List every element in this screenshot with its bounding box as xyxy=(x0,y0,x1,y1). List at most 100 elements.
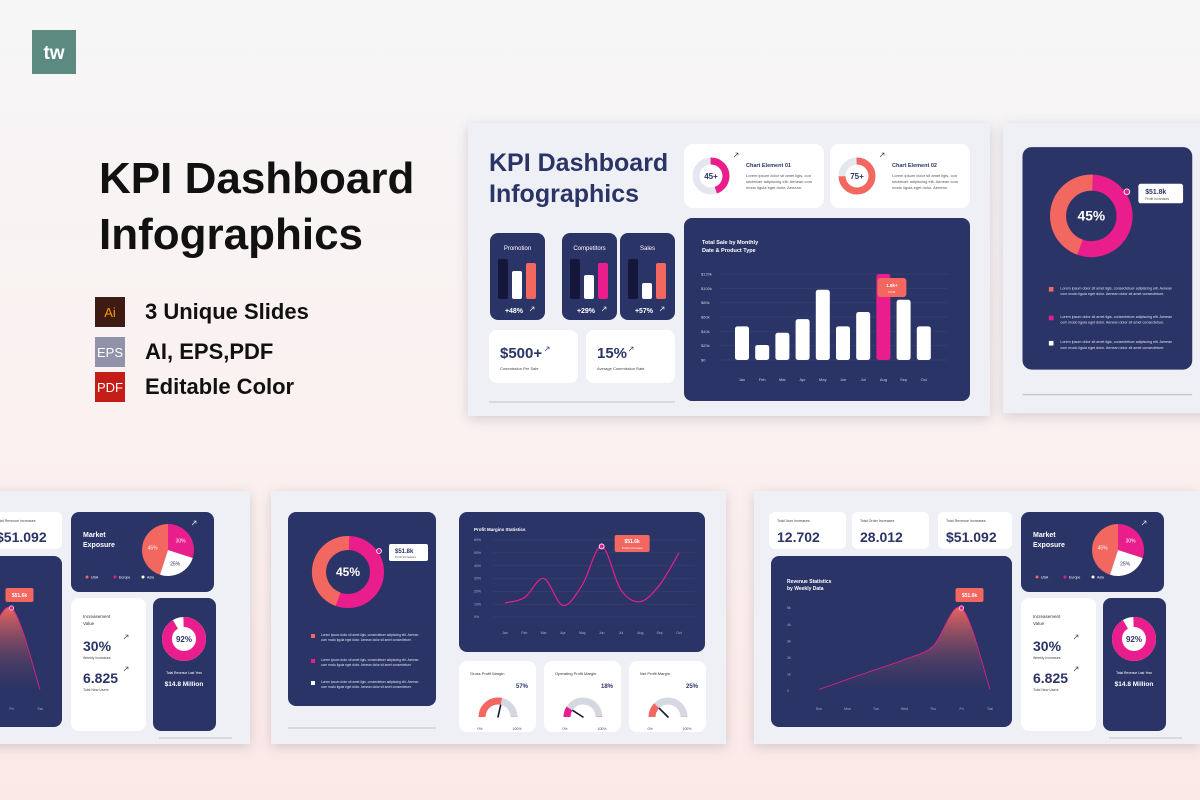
mini-label: Competitors xyxy=(573,246,605,252)
tooltip-value: $51.6k xyxy=(962,593,978,599)
chart-title: by Weekly Data xyxy=(787,586,824,592)
mini-bar xyxy=(584,275,594,299)
stat-value: $51.092 xyxy=(0,529,47,545)
legend-dot xyxy=(141,575,145,579)
y-tick-label: 40% xyxy=(474,564,481,568)
stat-value: $500+ xyxy=(500,345,542,362)
y-tick-label: 2k xyxy=(787,656,791,660)
arrow-icon xyxy=(1073,666,1079,672)
marker-dot xyxy=(1123,188,1131,196)
donut-arc xyxy=(1112,617,1156,661)
area-fill xyxy=(819,607,990,691)
card-title: Chart Element 02 xyxy=(892,163,937,169)
bar xyxy=(775,332,790,360)
x-tick-label: Sep xyxy=(900,377,908,382)
gauge-title: Gross Profit Margin xyxy=(470,671,504,676)
x-tick-label: Thu xyxy=(930,707,936,711)
y-tick-label: 30% xyxy=(474,577,481,581)
bar xyxy=(795,319,810,360)
donut-label: 92% xyxy=(1126,635,1142,644)
area-line xyxy=(818,606,991,690)
tooltip-value: $51.8k xyxy=(395,549,414,555)
legend-dot xyxy=(113,575,117,579)
bar xyxy=(836,326,850,360)
arrow-icon xyxy=(544,346,550,352)
tooltip-value: 1.8k+ xyxy=(886,283,898,288)
stat-card xyxy=(769,512,846,549)
legend-swatch xyxy=(1048,340,1054,346)
stat-card xyxy=(586,330,675,383)
x-tick-label: Tue xyxy=(873,707,879,711)
stat-label: Total Revenue Increases xyxy=(0,519,36,523)
increase-label: Total New Users xyxy=(1033,688,1059,692)
area-fill xyxy=(0,607,40,691)
y-tick-label: 20% xyxy=(474,590,481,594)
donut-caption: Total Revenue Last Year xyxy=(1116,671,1153,675)
slide-title: KPI Dashboard xyxy=(489,149,668,177)
x-tick-label: Sun xyxy=(816,707,822,711)
stat-label: Total Revenue Increases xyxy=(946,519,986,523)
pie-slice xyxy=(1109,550,1143,576)
legend-label: Europe xyxy=(1069,575,1080,579)
donut-label: 45+ xyxy=(704,172,718,181)
legend-text: Lorem ipsum dolor sit amet ligis, consec… xyxy=(321,658,419,662)
x-tick-label: Wed xyxy=(901,707,908,711)
x-tick-label: Mar xyxy=(779,377,787,382)
stat-label: Commission Per Sale xyxy=(500,366,539,371)
increase-title: Value xyxy=(1033,621,1045,626)
legend-text: Lorem ipsum dolor sit amet ligis, consec… xyxy=(321,680,419,684)
file-icon xyxy=(95,337,125,367)
y-tick-label: $60k xyxy=(701,315,710,320)
pie-label: 25% xyxy=(170,562,181,568)
tooltip-value: $51.8k xyxy=(1145,189,1166,196)
gauge-arc xyxy=(563,697,603,718)
tooltip xyxy=(614,535,650,552)
arrow-icon xyxy=(659,306,665,312)
legend-text: Lorem ipsum dolor sit amet ligis, consec… xyxy=(1060,286,1172,290)
tooltip-label: Profit Increases xyxy=(1145,197,1169,201)
y-tick-label: 0 xyxy=(787,689,789,693)
donut-label: 45% xyxy=(336,565,360,579)
pie-slice xyxy=(159,550,193,576)
x-tick-label: Jan xyxy=(502,631,508,635)
gauge-scale-label: 100% xyxy=(598,727,607,731)
mini-bar xyxy=(512,271,522,299)
y-tick-label: $40k xyxy=(701,329,710,334)
x-tick-label: Apr xyxy=(799,377,806,382)
stat-card xyxy=(938,512,1012,549)
legend-swatch xyxy=(311,634,315,638)
x-tick-label: Feb xyxy=(759,377,767,382)
x-tick-label: Jul xyxy=(619,631,624,635)
slide-revenue: Total User Increases 12.702 Total Order In… xyxy=(754,491,1200,744)
y-tick-label: $80k xyxy=(701,300,710,305)
card-text: sectetuer adipiscing elit. Aenean com xyxy=(892,179,959,184)
increase-value: 6.825 xyxy=(83,670,118,686)
arrow-icon xyxy=(628,346,634,352)
arrow-icon xyxy=(601,306,607,312)
legend-dot xyxy=(1091,575,1095,579)
stat-label: Total User Increases xyxy=(777,519,810,523)
pie-label: 45% xyxy=(148,545,159,551)
increase-card xyxy=(1021,598,1096,731)
stat-value: 12.702 xyxy=(777,529,820,545)
chart-title: Date & Product Type xyxy=(702,248,756,254)
feature-text: AI, EPS,PDF xyxy=(145,339,273,364)
chart-title: Revenue Statistics xyxy=(787,579,832,585)
arrow-icon xyxy=(191,520,197,526)
legend-label: Asia xyxy=(1097,575,1104,579)
x-tick-label: Jul xyxy=(861,377,866,382)
legend-text: com modo ligula eget dolor. Aenean dolor… xyxy=(321,685,412,689)
x-tick-label: Sep xyxy=(657,631,663,635)
file-icon-label: EPS xyxy=(97,345,123,360)
stat-value: 28.012 xyxy=(860,529,903,545)
legend-text: com modo ligula eget dolor. Aenean dolor… xyxy=(321,663,412,667)
pie-label: 30% xyxy=(1126,539,1137,545)
donut-total: $14.8 Million xyxy=(165,681,204,688)
tooltip-label: Profit Increases xyxy=(395,555,416,559)
stat-label: Average Commission Rate xyxy=(597,366,645,371)
stat-card xyxy=(0,512,62,549)
mini-value: +48% xyxy=(505,308,524,315)
donut-label: 45% xyxy=(1078,208,1106,223)
